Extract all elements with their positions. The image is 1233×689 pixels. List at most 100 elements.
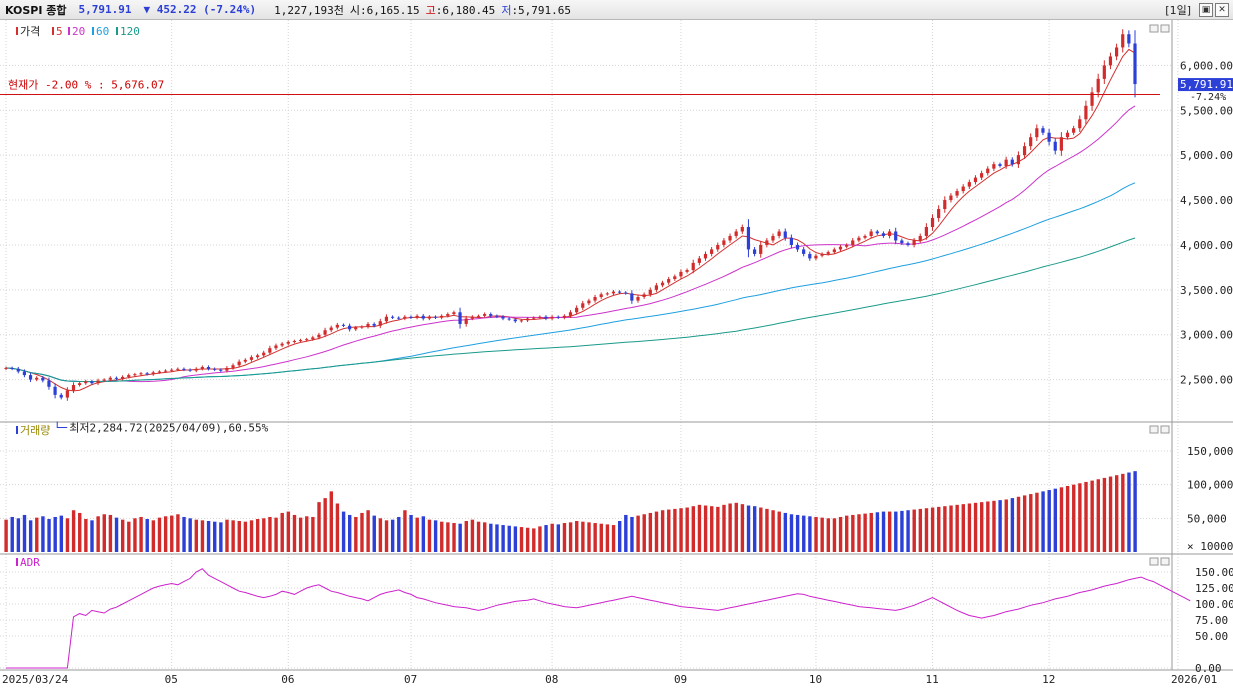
candle[interactable] bbox=[341, 323, 346, 328]
volume-bar[interactable] bbox=[980, 502, 984, 552]
volume-bar[interactable] bbox=[495, 524, 499, 552]
candle[interactable] bbox=[22, 369, 27, 378]
candle[interactable] bbox=[697, 255, 701, 266]
volume-bar[interactable] bbox=[703, 505, 708, 552]
volume-bar[interactable] bbox=[1047, 490, 1051, 552]
volume-bar[interactable] bbox=[924, 508, 929, 552]
volume-bar[interactable] bbox=[305, 516, 309, 552]
candle[interactable] bbox=[305, 337, 309, 342]
volume-bar[interactable] bbox=[200, 520, 205, 552]
panel-close-icon[interactable] bbox=[1160, 557, 1170, 566]
volume-bar[interactable] bbox=[1059, 487, 1064, 552]
candle[interactable] bbox=[182, 367, 186, 372]
volume-bar[interactable] bbox=[458, 523, 462, 552]
volume-bar[interactable] bbox=[777, 511, 781, 552]
panel-close-icon[interactable] bbox=[1160, 425, 1170, 434]
candle[interactable] bbox=[120, 375, 125, 381]
candle[interactable] bbox=[930, 214, 935, 231]
candle[interactable] bbox=[513, 317, 517, 323]
volume-bar[interactable] bbox=[427, 519, 432, 552]
volume-bar[interactable] bbox=[53, 516, 57, 552]
volume-bar[interactable] bbox=[906, 510, 910, 552]
volume-bar[interactable] bbox=[918, 508, 923, 552]
volume-bar[interactable] bbox=[789, 514, 794, 552]
volume-bar[interactable] bbox=[550, 523, 554, 552]
volume-bar[interactable] bbox=[845, 515, 849, 552]
volume-bar[interactable] bbox=[311, 516, 315, 552]
volume-bar[interactable] bbox=[826, 518, 831, 552]
volume-bar[interactable] bbox=[1127, 472, 1131, 552]
volume-bar[interactable] bbox=[151, 520, 156, 552]
candle[interactable] bbox=[65, 387, 69, 401]
volume-bar[interactable] bbox=[949, 505, 953, 552]
volume-bar[interactable] bbox=[366, 510, 370, 552]
candle[interactable] bbox=[1133, 30, 1137, 98]
volume-bar[interactable] bbox=[685, 507, 689, 552]
candle[interactable] bbox=[397, 316, 401, 320]
candle[interactable] bbox=[759, 241, 763, 258]
candle[interactable] bbox=[213, 367, 217, 372]
volume-bar[interactable] bbox=[409, 514, 413, 552]
candle[interactable] bbox=[1016, 151, 1021, 168]
candle[interactable] bbox=[163, 369, 168, 373]
candle[interactable] bbox=[335, 322, 339, 330]
volume-bar[interactable] bbox=[262, 518, 266, 552]
candle[interactable] bbox=[617, 290, 622, 294]
volume-bar[interactable] bbox=[881, 511, 886, 552]
volume-bar[interactable] bbox=[329, 491, 334, 552]
volume-bar[interactable] bbox=[194, 519, 199, 552]
candle[interactable] bbox=[789, 234, 793, 249]
candle[interactable] bbox=[206, 365, 211, 371]
volume-bar[interactable] bbox=[1016, 496, 1021, 552]
volume-bar[interactable] bbox=[433, 520, 438, 552]
volume-bar[interactable] bbox=[127, 521, 131, 552]
candle[interactable] bbox=[654, 282, 659, 293]
candle[interactable] bbox=[1059, 132, 1063, 156]
volume-bar[interactable] bbox=[679, 508, 683, 552]
volume-bar[interactable] bbox=[851, 514, 855, 552]
candle[interactable] bbox=[746, 219, 751, 258]
volume-bar[interactable] bbox=[783, 512, 788, 552]
candle[interactable] bbox=[433, 315, 438, 320]
candle[interactable] bbox=[673, 274, 677, 281]
candle[interactable] bbox=[802, 247, 806, 257]
candle[interactable] bbox=[157, 370, 161, 374]
candle[interactable] bbox=[660, 280, 665, 288]
candle[interactable] bbox=[286, 340, 290, 346]
volume-bar[interactable] bbox=[599, 523, 603, 552]
volume-bar[interactable] bbox=[354, 516, 358, 552]
volume-bar[interactable] bbox=[446, 522, 450, 552]
volume-bar[interactable] bbox=[476, 521, 481, 552]
candle[interactable] bbox=[427, 315, 431, 321]
volume-bar[interactable] bbox=[1108, 476, 1113, 552]
volume-bar[interactable] bbox=[538, 526, 542, 552]
volume-bar[interactable] bbox=[1041, 491, 1045, 552]
candle[interactable] bbox=[1096, 73, 1100, 98]
volume-bar[interactable] bbox=[544, 525, 548, 552]
candle[interactable] bbox=[225, 366, 229, 373]
volume-bar[interactable] bbox=[593, 523, 597, 552]
volume-bar[interactable] bbox=[16, 518, 21, 552]
candle[interactable] bbox=[838, 244, 843, 252]
volume-bar[interactable] bbox=[65, 518, 70, 552]
candle[interactable] bbox=[1072, 125, 1076, 136]
volume-bar[interactable] bbox=[1072, 484, 1076, 552]
candle[interactable] bbox=[568, 310, 573, 319]
candle[interactable] bbox=[667, 276, 671, 285]
candle[interactable] bbox=[440, 314, 444, 320]
volume-bar[interactable] bbox=[1053, 488, 1058, 552]
volume-bar[interactable] bbox=[249, 520, 254, 552]
volume-bar[interactable] bbox=[587, 522, 591, 552]
candle[interactable] bbox=[728, 233, 732, 243]
volume-bar[interactable] bbox=[617, 521, 622, 552]
candle[interactable] bbox=[139, 371, 143, 376]
volume-bar[interactable] bbox=[660, 510, 665, 552]
volume-bar[interactable] bbox=[795, 514, 800, 552]
volume-bar[interactable] bbox=[1022, 495, 1027, 552]
candle[interactable] bbox=[409, 315, 413, 320]
candle[interactable] bbox=[538, 315, 542, 320]
volume-bar[interactable] bbox=[96, 516, 100, 552]
candle[interactable] bbox=[691, 259, 695, 274]
candle[interactable] bbox=[298, 338, 303, 343]
